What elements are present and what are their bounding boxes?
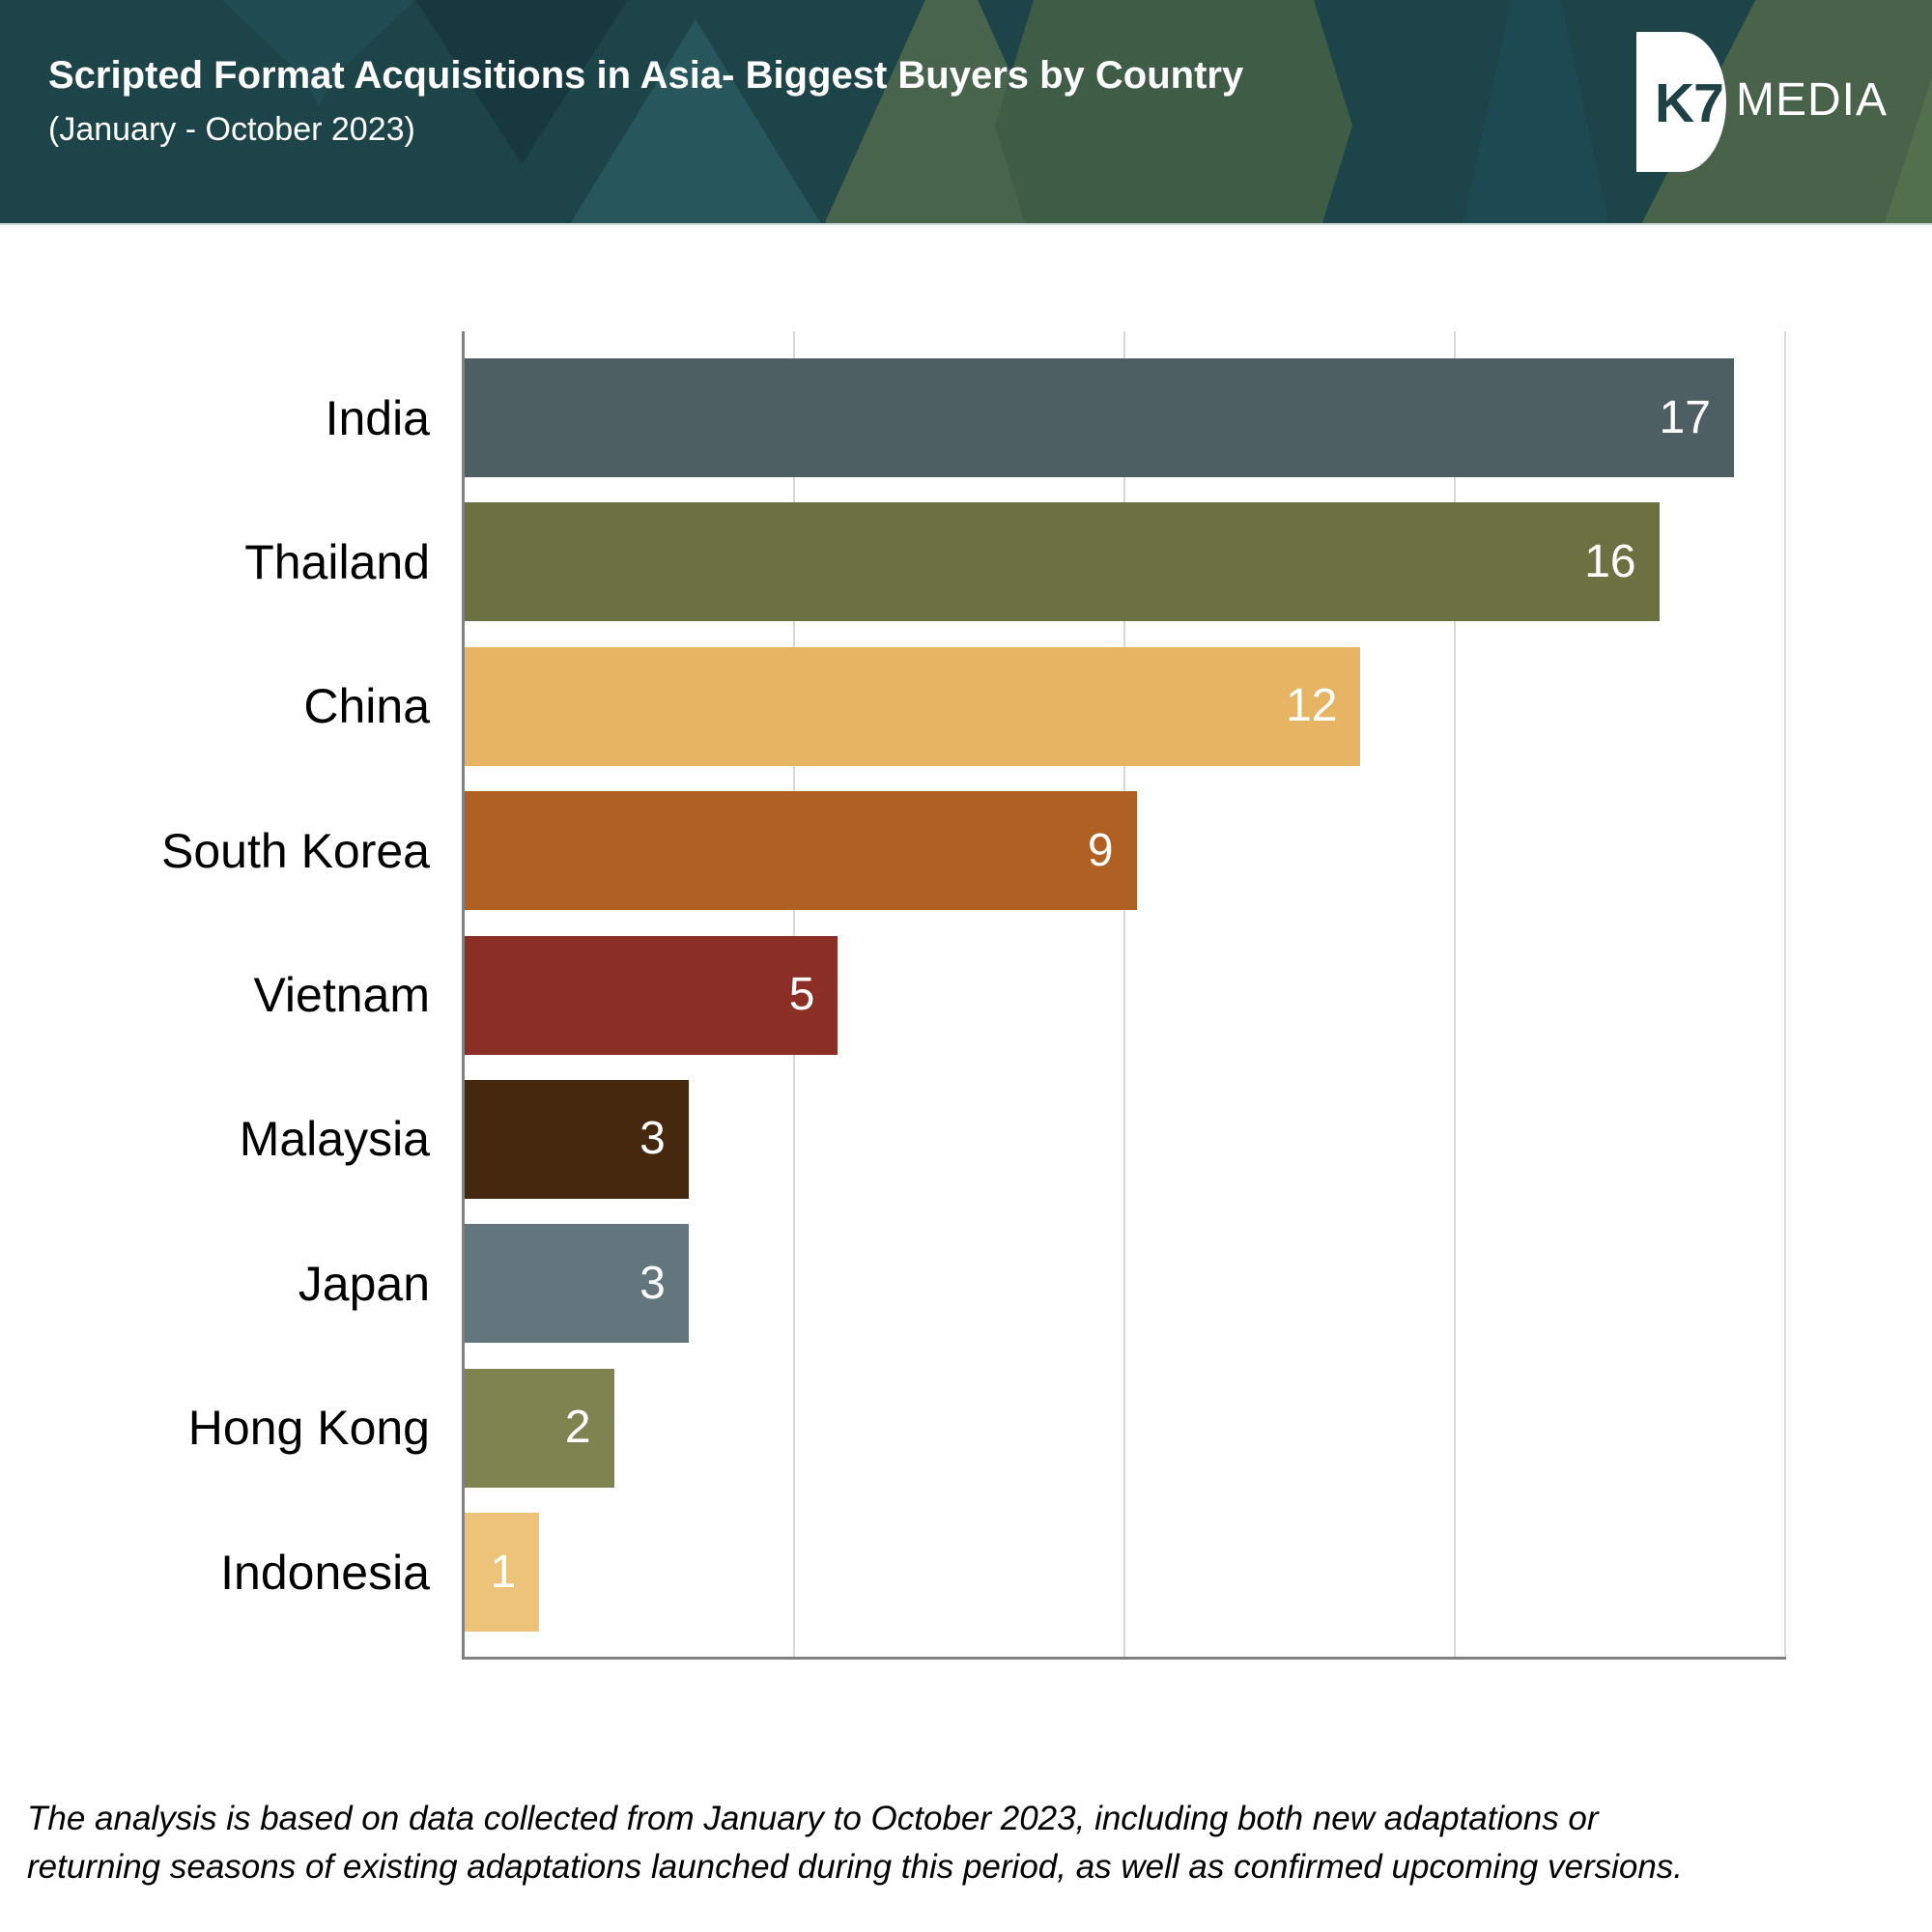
bar-thailand: 16 — [465, 502, 1660, 622]
footnote-line-1: The analysis is based on data collected … — [27, 1800, 1599, 1837]
bar-row: 17 — [465, 358, 1786, 477]
bar-china: 12 — [465, 646, 1361, 766]
category-label-china: China — [303, 679, 430, 734]
pattern-diamond — [995, 0, 1352, 223]
bar-malaysia: 3 — [465, 1079, 689, 1199]
category-labels: India Thailand China South Korea Vietnam Mala… — [0, 331, 462, 1657]
bar-row: 3 — [465, 1079, 1786, 1199]
k7-media-logo: K7 MEDIA — [1636, 32, 1907, 172]
bar-value-label: 17 — [1659, 391, 1711, 443]
bar-india: 17 — [465, 358, 1734, 477]
bar-vietnam: 5 — [465, 935, 838, 1055]
bar-south-korea: 9 — [465, 791, 1137, 911]
logo-media-text: MEDIA — [1736, 74, 1889, 126]
category-label-thailand: Thailand — [244, 534, 430, 589]
bar-value-label: 9 — [1087, 824, 1114, 876]
bar-rows: 17 16 12 9 5 3 3 2 1 — [465, 331, 1786, 1657]
header: Scripted Format Acquisitions in Asia- Bi… — [0, 0, 1932, 225]
bar-row: 2 — [465, 1368, 1786, 1488]
category-label-malaysia: Malaysia — [239, 1112, 430, 1167]
bar-row: 1 — [465, 1513, 1786, 1632]
category-label-indonesia: Indonesia — [220, 1545, 430, 1600]
category-label-vietnam: Vietnam — [253, 968, 430, 1022]
category-label-hong-kong: Hong Kong — [187, 1401, 430, 1456]
bar-value-label: 5 — [788, 969, 815, 1020]
bar-row: 9 — [465, 791, 1786, 911]
category-label-japan: Japan — [298, 1256, 430, 1311]
bar-japan: 3 — [465, 1224, 689, 1344]
header-text: Scripted Format Acquisitions in Asia- Bi… — [48, 52, 1243, 149]
chart-subtitle: (January - October 2023) — [48, 111, 415, 148]
chart-title: Scripted Format Acquisitions in Asia- Bi… — [48, 54, 1244, 97]
bar-value-label: 2 — [564, 1402, 591, 1454]
bar-value-label: 12 — [1286, 680, 1338, 732]
bar-value-label: 3 — [639, 1257, 666, 1309]
category-label-india: India — [325, 390, 430, 445]
plot-area: 17 16 12 9 5 3 3 2 1 — [462, 331, 1786, 1660]
bar-row: 5 — [465, 935, 1786, 1055]
category-label-south-korea: South Korea — [161, 823, 430, 878]
bar-indonesia: 1 — [465, 1513, 540, 1632]
footnote-line-2: returning seasons of existing adaptation… — [27, 1848, 1684, 1886]
bar-row: 16 — [465, 502, 1786, 622]
bar-row: 3 — [465, 1224, 1786, 1344]
bar-value-label: 3 — [639, 1113, 666, 1165]
bar-hong-kong: 2 — [465, 1368, 614, 1488]
bar-value-label: 16 — [1584, 535, 1636, 587]
bar-value-label: 1 — [490, 1546, 517, 1598]
footnote: The analysis is based on data collected … — [27, 1795, 1766, 1891]
logo-k7-text: K7 — [1655, 72, 1724, 134]
logo-half-disc-icon — [1636, 32, 1726, 172]
bar-row: 12 — [465, 646, 1786, 766]
header-argyle-pattern — [0, 0, 1932, 223]
